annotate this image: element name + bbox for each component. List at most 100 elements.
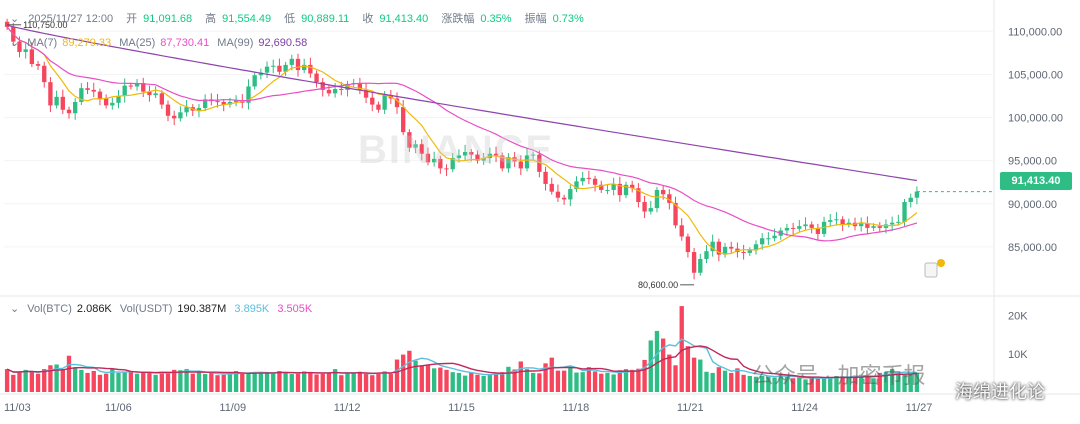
ma7-line (6, 26, 918, 255)
volume-bar (660, 338, 666, 392)
ma99-line (6, 24, 917, 182)
candle-body (35, 64, 41, 66)
volume-bar (821, 378, 827, 392)
volume-bar (908, 374, 913, 392)
volume-bar (456, 372, 462, 392)
candle-body (660, 189, 666, 195)
candle-body (17, 41, 22, 52)
open-value: 91,091.68 (143, 13, 193, 25)
chevron-down-icon[interactable]: ⌄ (10, 303, 20, 315)
high-marker-label: 110,750.00 (23, 20, 67, 30)
candle-body (654, 189, 660, 209)
volume-bar (809, 378, 814, 392)
candle-body (419, 144, 424, 154)
candle-body (382, 95, 387, 110)
candle-body (704, 251, 709, 259)
volume-bar (60, 369, 65, 392)
candle-body (691, 252, 697, 273)
candle-body (264, 66, 270, 73)
current-price-tag: 91,413.40 (1000, 172, 1072, 190)
volume-bar (865, 375, 870, 392)
low-label: 低 (284, 13, 296, 25)
candle-body (444, 168, 449, 170)
candle-body (122, 85, 127, 96)
volume-bar (264, 372, 270, 392)
volume-bar (73, 367, 78, 392)
candle-body (580, 177, 585, 182)
volume-bar (834, 375, 839, 392)
candle-body (314, 73, 319, 83)
candle-body (784, 227, 790, 231)
volume-bar (401, 354, 406, 392)
volume-bar (308, 372, 313, 392)
candle-body (363, 89, 369, 98)
volume-bar (555, 370, 561, 392)
volume-bar (48, 365, 53, 392)
candle-body (289, 58, 294, 65)
candle-body (592, 178, 598, 185)
author-watermark: 海绵进化论 (955, 382, 1045, 402)
ma-legend: ⌄ MA(7) 89,279.33 MA(25) 87,730.41 MA(99) 9… (10, 36, 312, 49)
volume-bar (289, 374, 294, 392)
candle-body (79, 88, 84, 102)
volume-ma-line (6, 345, 917, 379)
candle-body (753, 244, 759, 251)
candle-body (716, 241, 722, 255)
volume-bar (630, 369, 635, 392)
x-tick-label: 11/03 (4, 402, 31, 414)
candle-body (574, 181, 579, 190)
candle-body (469, 152, 474, 155)
chevron-down-icon[interactable]: ⌄ (10, 13, 20, 25)
volume-bar (153, 374, 158, 392)
volume-bar (561, 370, 567, 392)
volume-bar (357, 371, 363, 392)
candle-body (302, 64, 307, 71)
volume-bar (345, 373, 350, 392)
candle-date: 2025/11/27 12:00 (28, 13, 114, 25)
candle-body (332, 89, 338, 94)
volume-bar (914, 372, 920, 392)
candle-body (42, 65, 47, 83)
volume-bar (134, 373, 140, 392)
candle-body (134, 83, 140, 87)
volume-bar (592, 371, 598, 392)
volume-bar (766, 376, 771, 392)
candle-body (153, 93, 158, 96)
vol-ma2-value: 3.505K (277, 303, 313, 315)
candle-body (493, 153, 499, 156)
candle-body (376, 104, 381, 110)
candle-body (859, 223, 864, 227)
volume-bar (11, 374, 16, 392)
volume-bar (574, 372, 579, 392)
volume-bar (599, 373, 604, 392)
volume-bar (729, 372, 734, 392)
volume-bar (654, 330, 660, 392)
volume-bar (110, 368, 115, 392)
volume-legend: ⌄ Vol(BTC) 2.086K Vol(USDT) 190.387M 3.895… (10, 302, 317, 315)
volume-bar (859, 374, 864, 392)
volume-bar (196, 372, 202, 392)
ma25-label: MA(25) (119, 37, 156, 49)
volume-bar (444, 369, 449, 392)
candle-body (221, 101, 226, 105)
volume-bar (580, 372, 585, 392)
ma99-label: MA(99) (217, 37, 254, 49)
chevron-down-icon[interactable]: ⌄ (10, 37, 20, 49)
candle-body (766, 238, 771, 240)
candle-body (103, 98, 109, 106)
candle-body (902, 202, 907, 222)
volume-bar (128, 372, 134, 392)
volume-bar (722, 370, 728, 392)
low-value: 90,889.11 (301, 13, 350, 25)
candle-body (438, 158, 443, 169)
volume-tick-label: 10K (1008, 349, 1028, 361)
wechat-watermark: 公众号 · 加密币报 (752, 363, 926, 388)
volume-bar (42, 369, 47, 392)
volume-bar (66, 355, 72, 392)
volume-bar (376, 372, 381, 392)
candle-body (475, 154, 480, 161)
volume-bar (753, 376, 759, 392)
candle-body (73, 101, 78, 114)
candle-body (128, 85, 134, 87)
ma25-line (6, 26, 918, 242)
